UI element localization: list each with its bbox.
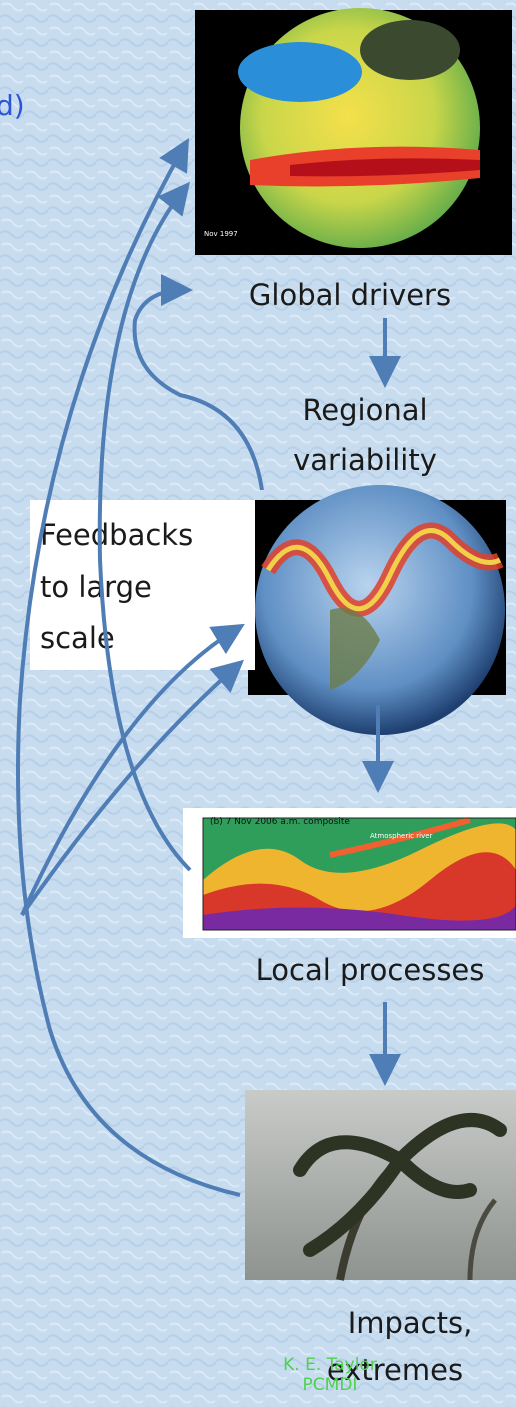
label: variability [293,443,437,477]
credit: K. E. Taylor [283,1355,377,1375]
page: d) Nov 1997 Global drivers Regional vari… [0,0,516,1407]
corner-text: d) [0,89,25,122]
label: Regional [302,393,427,427]
credit: PCMDI [303,1375,358,1395]
diagram: d) Nov 1997 Global drivers Regional vari… [0,0,516,1407]
storm-image [245,1090,516,1280]
label: Global drivers [249,278,451,312]
image-caption: (b) 7 Nov 2006 a.m. composite [210,817,350,827]
enso-image: Nov 1997 [195,8,512,255]
label: Feedbacks [40,518,193,552]
label: to large [40,570,152,604]
image-caption: Nov 1997 [204,230,238,238]
label: Impacts, [348,1306,473,1340]
river-image: (b) 7 Nov 2006 a.m. composite Atmospheri… [183,808,516,938]
image-caption: Atmospheric river [370,832,433,840]
label: Local processes [256,953,485,987]
